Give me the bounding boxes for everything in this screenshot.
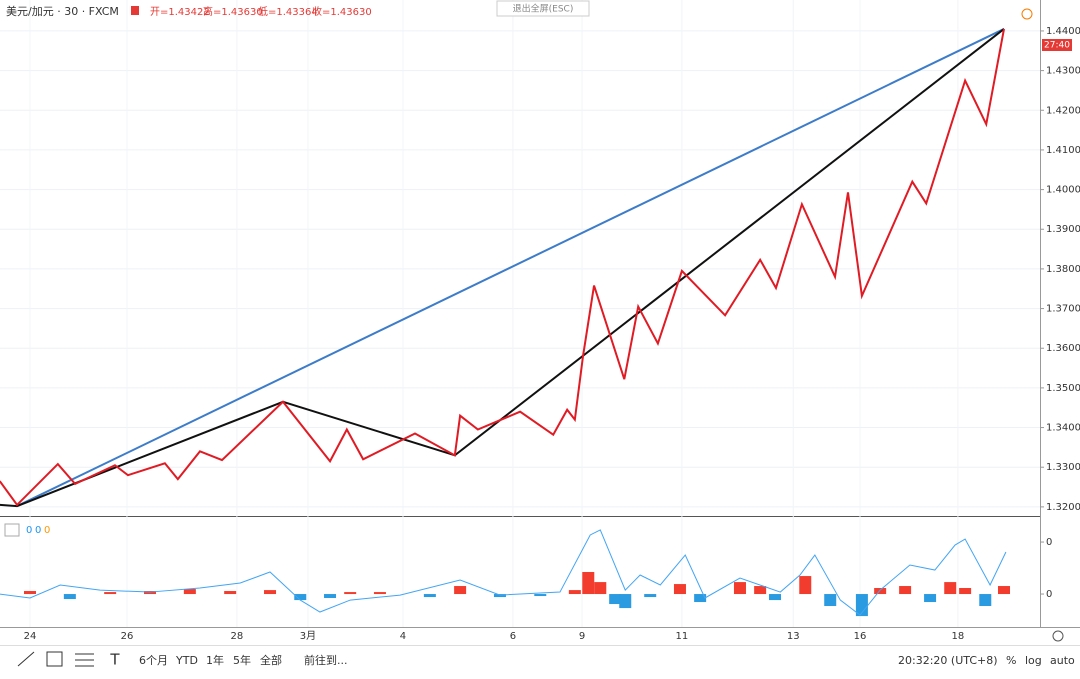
x-tick-label: 4 [400,631,406,642]
tool-line[interactable] [17,651,35,667]
range-button[interactable]: 6个月 [139,654,168,667]
y-tick-label: 1.37000 [1046,304,1080,315]
plot [0,28,1010,617]
price-line [16,28,1005,507]
percent-toggle[interactable]: % [1006,654,1016,667]
histogram-bar [373,592,386,595]
goto-button[interactable]: 前往到... [304,653,348,667]
x-tick-label: 9 [579,631,585,642]
y-tick-label: 0 [1046,537,1052,548]
histogram-bar [423,594,436,598]
y-tick-label: 1.44000 [1046,26,1080,37]
ohlc-low: 低=1.43364 [258,5,318,18]
legend-entry: 0 [26,525,32,536]
histogram-bar [534,594,547,597]
histogram-bar [824,594,837,606]
auto-toggle[interactable]: auto [1050,654,1075,667]
x-tick-label: 28 [231,631,244,642]
histogram-bar [899,586,912,595]
y-tick-label: 1.42000 [1046,105,1080,116]
ohlc-open: 开=1.43422 [150,7,210,18]
histogram-bar [997,586,1010,595]
histogram-bar [454,586,467,595]
symbol: 美元/加元 · 30 · FXCM [6,5,119,18]
y-tick-label: 0 [1046,589,1052,600]
histogram-bar [673,584,686,595]
x-tick-label: 13 [787,631,800,642]
price-tag [1042,39,1072,51]
histogram-bar [754,586,767,595]
grid [0,0,1040,627]
histogram-bar [568,590,581,595]
y-tick-label: 1.35000 [1046,383,1080,394]
x-tick-label: 24 [24,631,37,642]
price-line [0,28,1005,508]
settings-icon[interactable] [1052,630,1064,642]
price-tag-label: 27:40 [1044,41,1070,51]
histogram-bar [644,594,657,598]
clock: 20:32:20 (UTC+8) [898,654,998,667]
y-tick-label: 1.36000 [1046,343,1080,354]
ohlc-close: 收=1.43630 [312,5,372,18]
histogram-bar [874,588,887,595]
histogram-bar [979,594,992,606]
tool-rect[interactable] [46,651,63,667]
histogram-bar [594,582,607,595]
histogram-bar [294,594,307,601]
drawing-tools: T [17,651,120,669]
y-tick-label: 1.39000 [1046,224,1080,235]
range-button[interactable]: 全部 [260,653,282,667]
histogram-bar [264,590,277,595]
histogram-bar [344,592,357,595]
range-button[interactable]: 5年 [233,653,251,667]
macd-line [0,529,1007,616]
collapse-button[interactable] [4,523,20,537]
histogram-bar [855,594,868,617]
y-tick-label: 1.32000 [1046,502,1080,513]
histogram-bar [619,594,632,609]
x-tick-label: 18 [952,631,965,642]
histogram-bar [324,594,337,598]
alert-icon[interactable] [1021,8,1033,20]
histogram-bar [959,588,972,595]
exit-button[interactable] [496,0,590,17]
price-line [0,28,1005,507]
histogram-bar [769,594,782,601]
histogram-bar [799,576,812,595]
flag-icon[interactable] [131,6,139,15]
histogram-bar [944,582,957,595]
histogram-bar [609,594,622,605]
histogram-bar [733,582,746,595]
tool-text[interactable]: T [109,651,120,669]
ohlc-high: 高=1.43630 [203,5,263,18]
y-tick-label: 1.34000 [1046,423,1080,434]
range-button[interactable]: YTD [175,654,198,667]
y-tick-label: 1.38000 [1046,264,1080,275]
legend-entry: 0 [44,525,50,536]
range-button[interactable]: 1年 [206,653,224,667]
exit-label: 退出全屏(ESC) [513,3,574,15]
y-tick-label: 1.41000 [1046,145,1080,156]
x-tick-label: 6 [510,631,516,642]
histogram-bar [104,592,117,595]
histogram-bar [924,594,937,603]
x-tick-label: 3月 [300,630,316,642]
histogram-bar [224,591,237,595]
histogram-bar [694,594,707,603]
histogram-bar [183,589,196,595]
log-toggle[interactable]: log [1025,654,1042,667]
x-tick-label: 16 [854,631,867,642]
y-tick-label: 1.33000 [1046,462,1080,473]
y-tick-label: 1.43000 [1046,66,1080,77]
x-tick-label: 26 [121,631,134,642]
histogram-bar [582,571,595,595]
legend-entry: 0 [35,525,41,536]
histogram-bar [63,594,76,600]
histogram-bar [24,591,37,595]
x-tick-label: 11 [676,631,689,642]
